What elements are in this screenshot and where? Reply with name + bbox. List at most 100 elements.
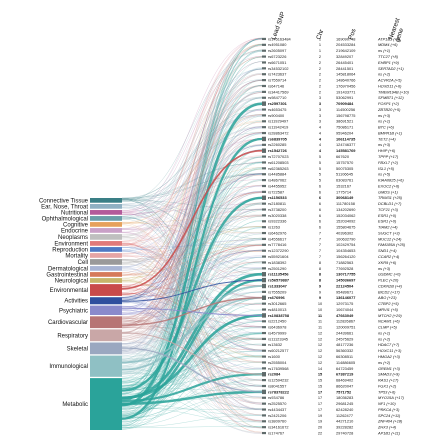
snp-gene: ZNF404 (+18) [377,419,403,424]
flow-link [121,218,263,357]
flow-link [121,174,263,206]
category-label: Endocrine [61,228,89,234]
snp-chr: 1 [319,48,321,53]
flow-link [121,396,263,403]
flow-link [121,333,263,415]
flow-link [121,126,263,229]
snp-id: rs34417569 [268,89,289,94]
snp-node-bar [262,379,266,382]
flow-link-major [121,347,263,393]
category-bar [90,278,122,283]
snp-node-bar [262,49,266,52]
flow-link [121,294,263,405]
snp-pos: 86620047 [336,383,353,388]
snp-node-bar [262,208,266,211]
snp-id: rs900400 [268,113,285,118]
snp-chr: 7 [319,248,321,253]
category-bar [90,378,122,430]
flow-link [121,392,263,419]
snp-chr: 4 [319,148,322,153]
snp-row: rs61208503 5 15757570 FBXL7 (+2) [262,160,399,165]
snp-chr: 6 [319,207,321,212]
snp-pos: 112826867 [336,319,355,324]
snp-node-bar [262,108,266,111]
snp-pos: 102429754 [336,242,356,247]
flow-link [121,114,263,281]
snp-id: rs2555004 [268,360,287,365]
snp-row: rs17639568 14 64723459 GREM1 (+3) [262,366,401,371]
snp-node-bar [262,114,266,117]
snp-chr: 14 [318,366,323,371]
flow-link [121,286,263,416]
snp-pos: 155804675 [336,225,355,230]
flow-link [121,251,263,351]
category-label: Gastrointestinal [46,272,88,278]
category-bar [90,210,122,215]
flow-link [121,221,263,252]
snp-node-bar [262,136,266,142]
snp-gene: ACVR2A (+5) [377,78,402,83]
category-node: Cognitive [63,222,122,228]
flow-link [121,200,263,210]
flow-link [121,144,263,426]
snp-gene: ns (+2) [378,72,391,77]
snp-gene: MTCH2 (+29) [378,313,402,318]
flow-link [121,250,263,287]
snp-chr: 10 [318,301,323,306]
flow-link [121,168,263,408]
snp-row: rs145163484 1 169090748 ATP1B1 (+8) [262,36,401,41]
snp-gene: ESR1 (+0) [378,213,397,218]
flow-link [121,268,263,422]
snp-chr: 15 [318,372,323,377]
snp-row: rs72707023 5 667620 TPPP (+17) [262,154,399,159]
snp-node-bar [262,43,266,46]
snp-chr: 1 [319,42,321,47]
snp-gene: FAM185A (+25) [378,242,406,247]
category-bar [90,253,122,258]
flow-link [121,173,263,220]
flow-link [121,149,263,387]
snp-pos: 24575629 [336,336,353,341]
snp-id: rs4434437 [268,407,286,412]
flow-link [121,192,263,351]
flow-link [121,190,263,345]
snp-gene: TET2 (+4) [378,136,396,141]
snp-gene: EHBP1 (+9) [378,60,400,65]
flow-link [121,173,263,301]
snp-id: rs2180811 [268,201,286,206]
flow-link-major [121,307,263,316]
snp-id: rs7559714 [268,78,287,83]
flow-link [121,126,263,219]
flow-link [121,302,263,322]
snp-row: rs4653475 3 114500256 ZBTB20 (+5) [262,107,401,112]
flow-link [121,280,263,363]
flow-link [121,332,263,360]
snp-chr: 4 [319,136,322,141]
snp-id: rs647146 [268,83,284,88]
flow-link [121,352,263,409]
category-bar [90,216,122,221]
snp-id: rs2525570 [268,401,287,406]
flow-link [121,291,263,373]
snp-chr: 12 [318,336,322,341]
snp-gene: ATP1B1 (+8) [377,36,401,41]
snp-id: rs4455952 [268,183,286,188]
snp-row: rs4455952 6 1532167 EXOC2 (+6) [262,183,400,188]
snp-id: rs12372290 [268,248,289,253]
flow-link [121,255,263,314]
snp-pos: 152034062 [336,213,355,218]
snp-id: rs12594232 [268,378,289,383]
category-label: Cell [78,260,88,266]
flow-link [121,67,263,344]
flow-link [121,231,263,404]
flow-link [121,45,263,290]
snp-row: rs2260285 4 124746377 ns (+3) [262,142,391,147]
flow-link [121,138,263,213]
flow-link [121,202,263,341]
snp-chr: 5 [319,160,321,165]
flow-link [121,339,263,434]
snp-chr: 2 [319,72,321,77]
flow-link [121,373,263,409]
snp-gene: ABO (+23) [377,295,397,300]
flow-link [121,38,263,363]
